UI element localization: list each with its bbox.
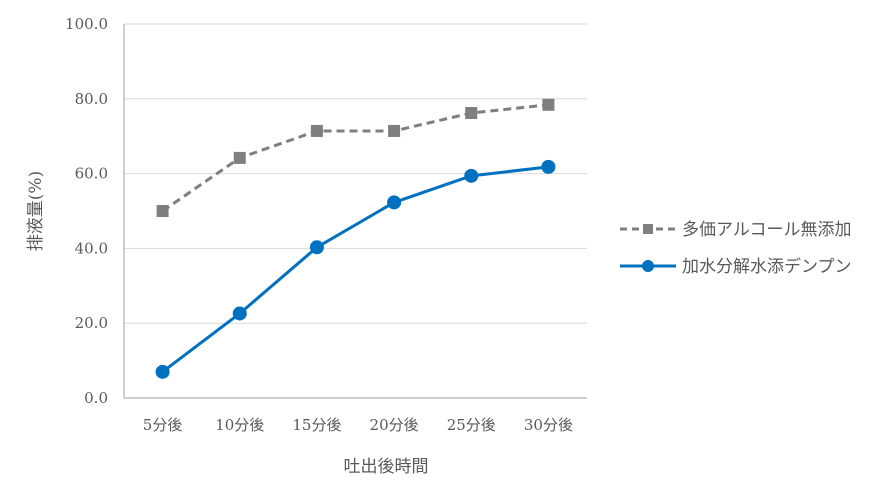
series-line — [161, 165, 549, 374]
series-lines — [155, 98, 556, 379]
series-0 — [156, 98, 555, 217]
y-axis-title: 排液量(%) — [26, 171, 46, 251]
x-axis-title: 吐出後時間 — [344, 457, 429, 477]
x-tick-label: 30分後 — [524, 416, 573, 434]
x-tick-label: 20分後 — [370, 416, 419, 434]
y-tick-label: 0.0 — [84, 389, 108, 407]
circle-marker-icon — [387, 195, 402, 210]
y-tick-label: 20.0 — [75, 314, 108, 332]
x-tick-label: 10分後 — [215, 416, 264, 434]
legend-item-hydrogenated-starch: 加水分解水添デンプン — [620, 256, 852, 277]
series-1 — [155, 159, 556, 379]
square-marker-icon — [310, 124, 323, 137]
legend: 多価アルコール無添加 加水分解水添デンプン — [620, 220, 852, 277]
series-line — [161, 103, 549, 213]
legend-label: 加水分解水添デンプン — [682, 256, 852, 277]
x-tick-label: 25分後 — [447, 416, 496, 434]
legend-label: 多価アルコール無添加 — [682, 220, 852, 240]
circle-marker-icon — [464, 168, 479, 183]
y-axis-ticks: 0.0 20.0 40.0 60.0 80.0 100.0 — [65, 15, 108, 407]
x-tick-label: 5分後 — [143, 416, 183, 434]
gridlines — [123, 23, 587, 399]
circle-marker-icon — [309, 240, 324, 255]
x-tick-label: 15分後 — [292, 416, 341, 434]
square-marker-icon — [542, 98, 555, 111]
y-tick-label: 100.0 — [65, 15, 108, 33]
legend-square-marker-icon — [643, 224, 653, 234]
square-marker-icon — [465, 107, 478, 120]
square-marker-icon — [388, 124, 401, 137]
square-marker-icon — [233, 151, 246, 164]
y-tick-label: 80.0 — [75, 90, 108, 108]
circle-marker-icon — [155, 364, 170, 379]
circle-marker-icon — [232, 306, 247, 321]
circle-marker-icon — [541, 159, 556, 174]
x-axis-ticks: 5分後 10分後 15分後 20分後 25分後 30分後 — [143, 416, 573, 434]
legend-circle-marker-icon — [642, 260, 654, 272]
square-marker-icon — [156, 205, 169, 217]
legend-item-no-polyol: 多価アルコール無添加 — [620, 220, 852, 240]
y-tick-label: 60.0 — [75, 165, 108, 183]
y-tick-label: 40.0 — [75, 239, 108, 257]
